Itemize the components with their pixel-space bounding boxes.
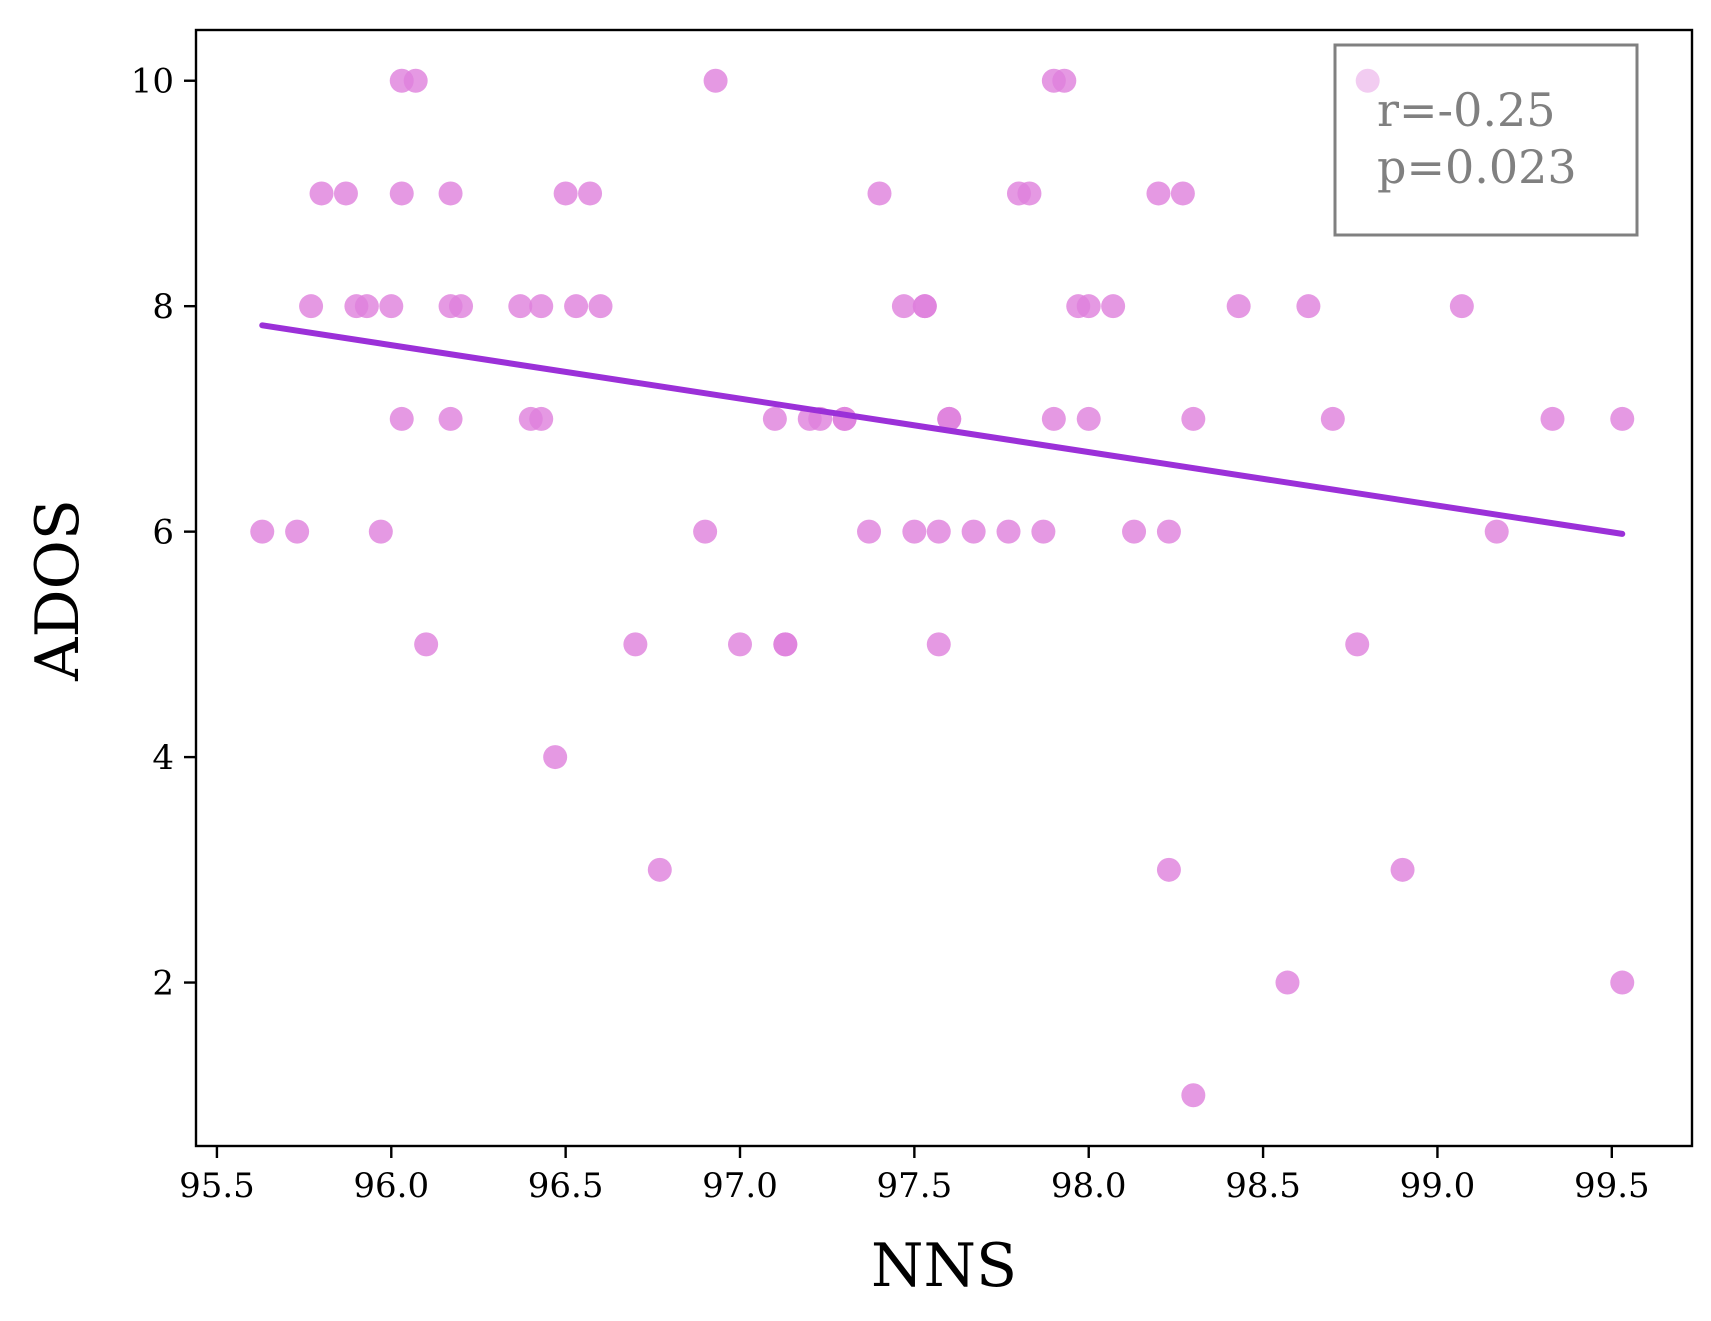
plot-frame — [194, 28, 1694, 1148]
x-axis-ticks: 95.5 96.0 96.5 97.0 97.5 98.0 98.5 99.0 99.5 — [179, 1146, 1650, 1206]
stats-annotation: r=-0.25 p=0.023 — [1333, 43, 1639, 237]
data-point — [912, 294, 937, 319]
data-point — [1226, 294, 1251, 319]
data-point — [891, 294, 916, 319]
x-tick-label: 97.0 — [702, 1166, 778, 1206]
data-point — [299, 294, 324, 319]
data-point — [926, 519, 951, 544]
x-tick-label: 98.5 — [1225, 1166, 1301, 1206]
data-point — [961, 519, 986, 544]
data-point — [926, 632, 951, 657]
data-point — [529, 294, 554, 319]
data-point — [1296, 294, 1321, 319]
data-point — [389, 181, 414, 206]
data-point — [414, 632, 439, 657]
data-point — [543, 745, 568, 770]
data-point — [529, 406, 554, 431]
data-point — [354, 294, 379, 319]
y-tick-label: 8 — [152, 287, 174, 327]
stats-p-value: p=0.023 — [1377, 140, 1577, 194]
data-point — [250, 519, 275, 544]
data-point — [902, 519, 927, 544]
data-point — [1320, 406, 1345, 431]
data-point — [1052, 68, 1077, 93]
data-point — [857, 519, 882, 544]
data-point — [438, 406, 463, 431]
data-point — [1156, 519, 1181, 544]
data-point — [647, 857, 672, 882]
data-point — [1540, 406, 1565, 431]
data-point — [1275, 970, 1300, 995]
data-point — [1041, 406, 1066, 431]
x-tick-label: 96.5 — [528, 1166, 604, 1206]
data-point — [1156, 857, 1181, 882]
y-tick-label: 4 — [152, 738, 174, 778]
data-point — [285, 519, 310, 544]
y-tick-label: 2 — [152, 964, 174, 1004]
data-point — [1101, 294, 1126, 319]
data-point — [1390, 857, 1415, 882]
data-point — [1076, 294, 1101, 319]
data-point — [309, 181, 334, 206]
data-point — [449, 294, 474, 319]
y-axis-ticks: 2 4 6 8 10 — [131, 62, 196, 1004]
data-point — [1181, 1083, 1206, 1108]
data-point — [564, 294, 589, 319]
data-point — [1146, 181, 1171, 206]
data-point — [508, 294, 533, 319]
data-point — [693, 519, 718, 544]
y-axis-label: ADOS — [23, 499, 93, 682]
data-point — [996, 519, 1021, 544]
data-point — [438, 181, 463, 206]
data-point — [553, 181, 578, 206]
data-point — [1181, 406, 1206, 431]
data-point — [773, 632, 798, 657]
data-point — [937, 406, 962, 431]
x-tick-label: 99.5 — [1574, 1166, 1650, 1206]
data-point — [578, 181, 603, 206]
y-tick-label: 6 — [152, 513, 174, 553]
data-point — [1017, 181, 1042, 206]
data-point — [403, 68, 428, 93]
data-point — [588, 294, 613, 319]
x-axis-label: NNS — [871, 1231, 1017, 1301]
data-point — [1484, 519, 1509, 544]
x-tick-label: 99.0 — [1400, 1166, 1476, 1206]
data-point — [1031, 519, 1056, 544]
data-point — [703, 68, 728, 93]
data-point — [762, 406, 787, 431]
data-point — [1610, 406, 1635, 431]
y-tick-label: 10 — [131, 62, 174, 102]
data-point — [389, 406, 414, 431]
data-point — [333, 181, 358, 206]
data-point — [1610, 970, 1635, 995]
data-point — [1449, 294, 1474, 319]
stats-r-value: r=-0.25 — [1377, 83, 1556, 137]
data-point — [623, 632, 648, 657]
x-tick-label: 95.5 — [179, 1166, 255, 1206]
data-point — [867, 181, 892, 206]
stats-annotation-box — [1333, 43, 1639, 237]
data-point — [1122, 519, 1147, 544]
data-point — [379, 294, 404, 319]
regression-line — [259, 322, 1626, 537]
x-tick-label: 96.0 — [353, 1166, 429, 1206]
x-tick-label: 98.0 — [1051, 1166, 1127, 1206]
data-point — [1345, 632, 1370, 657]
data-point — [1170, 181, 1195, 206]
data-point — [728, 632, 752, 657]
data-point — [368, 519, 393, 544]
data-point — [1076, 406, 1101, 431]
x-tick-label: 97.5 — [877, 1166, 953, 1206]
